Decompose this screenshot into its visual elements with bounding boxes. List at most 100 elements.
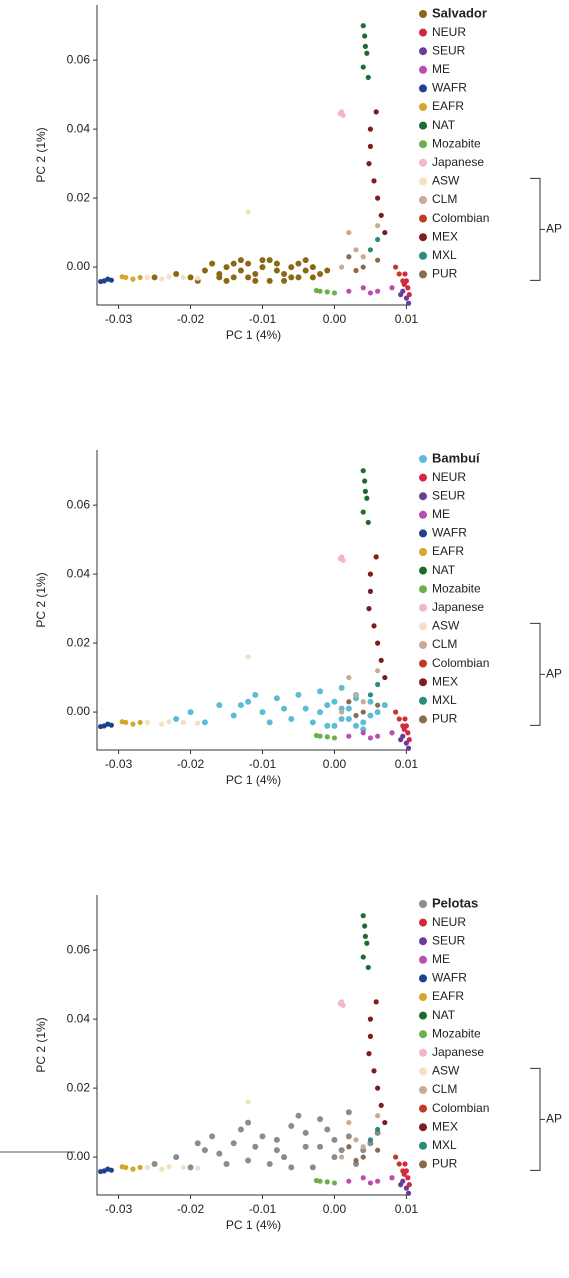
point — [295, 274, 302, 281]
point — [378, 212, 384, 218]
legend-label: PUR — [432, 712, 458, 726]
legend-swatch — [419, 233, 427, 242]
y-tick-label: 0.00 — [67, 259, 91, 273]
point — [375, 1147, 381, 1153]
point — [367, 698, 374, 705]
legend-label: EAFR — [432, 99, 464, 113]
point — [346, 1119, 352, 1126]
point — [317, 709, 324, 716]
point — [375, 733, 381, 739]
point — [338, 715, 345, 722]
legend-swatch — [419, 659, 427, 668]
point — [331, 722, 338, 729]
point — [137, 274, 143, 281]
point — [360, 254, 366, 260]
point — [209, 1133, 216, 1140]
legend-swatch — [419, 84, 427, 93]
point — [266, 277, 273, 284]
point — [367, 1033, 374, 1039]
point — [144, 1164, 150, 1171]
point — [339, 264, 345, 270]
legend-label: NEUR — [432, 25, 466, 39]
point — [252, 1143, 259, 1150]
point — [245, 1157, 252, 1164]
axes — [96, 5, 410, 306]
point — [288, 715, 295, 722]
point — [389, 1175, 395, 1181]
point — [362, 33, 368, 39]
x-tick-label: -0.02 — [177, 312, 205, 326]
point — [288, 1164, 295, 1171]
legend-label: PUR — [432, 267, 458, 281]
point — [195, 1165, 201, 1171]
legend-swatch — [419, 177, 427, 186]
legend-label: ME — [432, 507, 450, 521]
point — [166, 274, 172, 280]
point — [371, 178, 377, 184]
point — [187, 274, 194, 281]
point — [245, 260, 252, 267]
point — [339, 1154, 345, 1160]
x-axis-label: PC 1 (4%) — [226, 328, 281, 342]
x-tick-label: -0.01 — [249, 1202, 277, 1216]
point — [367, 1180, 374, 1186]
point — [273, 1136, 280, 1143]
legend-swatch — [419, 121, 427, 130]
legend-swatch — [419, 678, 427, 687]
legend-swatch — [419, 1123, 427, 1132]
legend-swatch — [419, 566, 427, 575]
legend-label: NAT — [432, 563, 456, 577]
legend-label: Pelotas — [432, 895, 478, 910]
legend-label: MXL — [432, 248, 457, 262]
point — [382, 1119, 388, 1126]
point — [402, 1161, 408, 1167]
point — [367, 126, 374, 132]
point — [345, 715, 352, 722]
point — [252, 277, 259, 284]
legend-swatch — [419, 1086, 427, 1094]
legend-swatch — [419, 548, 427, 556]
point — [362, 488, 368, 494]
legend-swatch — [419, 510, 427, 519]
point — [108, 1167, 114, 1173]
point — [393, 264, 399, 270]
point — [346, 1178, 352, 1184]
point — [195, 720, 201, 726]
legend-bracket — [530, 177, 545, 281]
legend-swatch — [419, 715, 427, 724]
point — [375, 288, 381, 294]
point — [223, 277, 230, 284]
point — [201, 719, 208, 726]
y-axis-label: PC 2 (1%) — [34, 1017, 48, 1072]
point — [360, 1144, 366, 1150]
legend-swatch — [419, 455, 427, 463]
point — [360, 709, 366, 715]
point — [360, 468, 366, 474]
point — [382, 674, 388, 681]
y-axis-label: PC 2 (1%) — [34, 572, 48, 627]
point — [331, 1154, 338, 1161]
point — [360, 509, 366, 515]
point — [360, 954, 366, 960]
chart-panel: -0.03 -0.02 -0.01 0.00 0.01 0.00 0.02 0.04 0.06 P… — [34, 450, 562, 787]
point — [223, 264, 230, 271]
legend-swatch — [419, 1030, 427, 1039]
point — [338, 684, 345, 691]
point — [367, 1016, 374, 1022]
point — [245, 654, 251, 660]
point — [375, 223, 381, 229]
point — [281, 277, 288, 284]
point — [317, 688, 324, 695]
point — [180, 719, 186, 726]
point — [324, 1126, 331, 1133]
legend-label: Mozabite — [432, 581, 481, 595]
point — [360, 64, 366, 70]
point — [151, 1160, 158, 1167]
point — [266, 719, 273, 726]
y-tick-label: 0.04 — [67, 1011, 91, 1025]
point — [166, 719, 172, 725]
x-tick-label: -0.01 — [249, 312, 277, 326]
point — [360, 23, 366, 29]
point — [245, 698, 252, 705]
legend-label: WAFR — [432, 526, 467, 540]
